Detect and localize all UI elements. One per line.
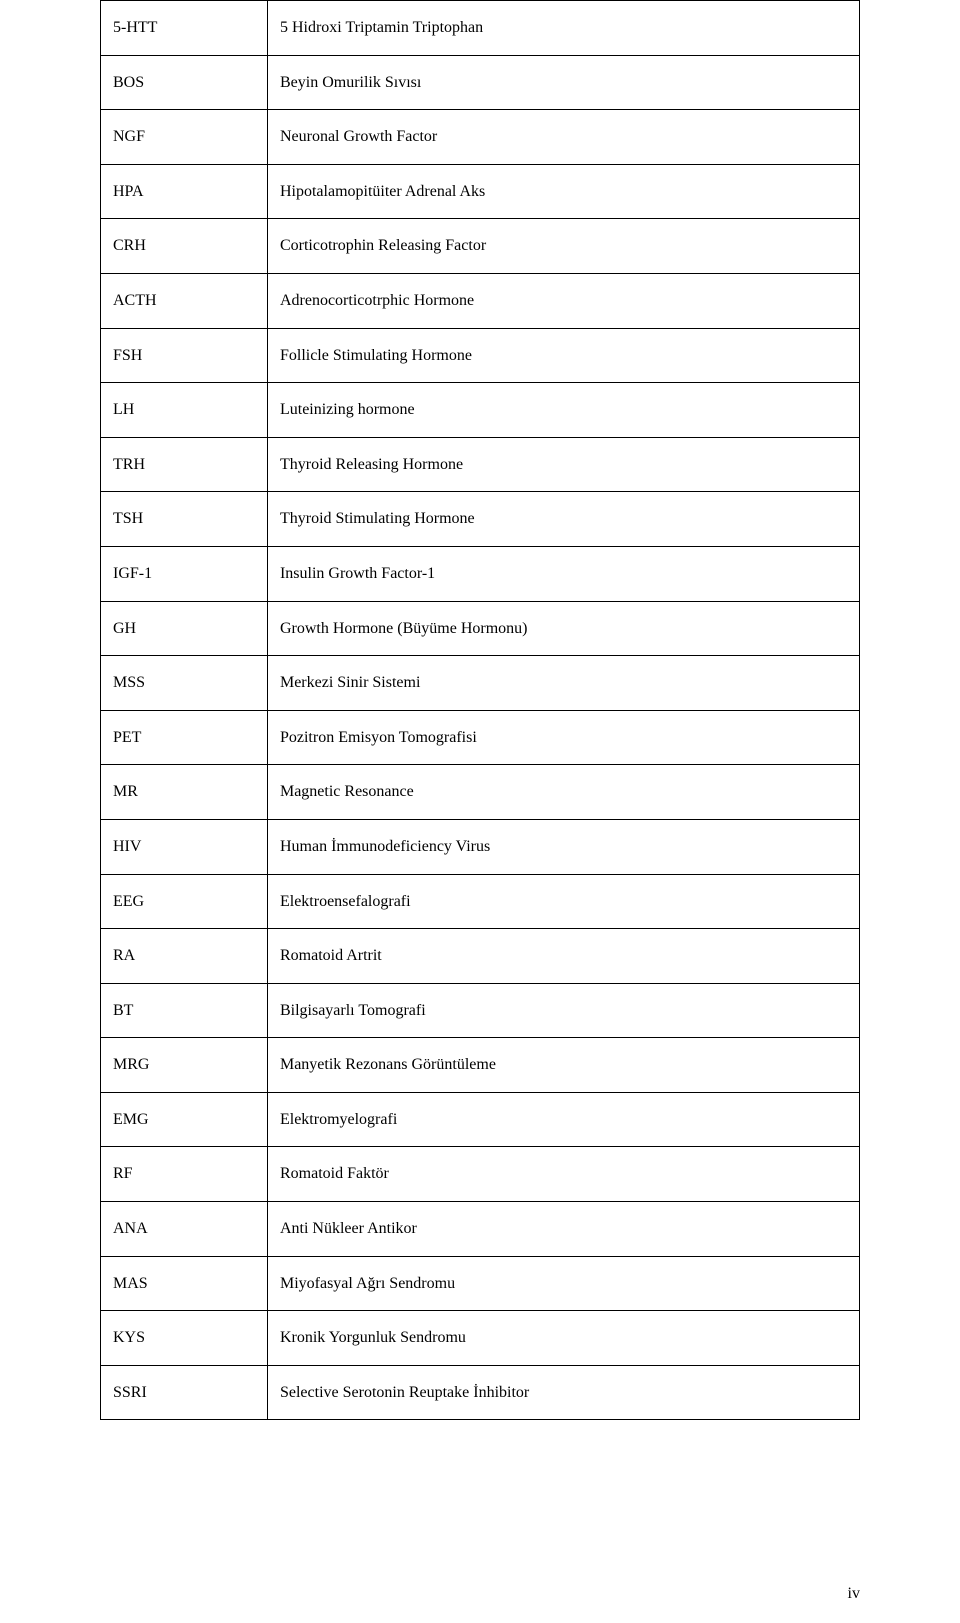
full-cell: Follicle Stimulating Hormone xyxy=(267,328,859,383)
abbr-cell: MR xyxy=(101,765,268,820)
abbr-cell: MSS xyxy=(101,656,268,711)
page-number: iv xyxy=(848,1585,860,1603)
full-cell: Thyroid Stimulating Hormone xyxy=(267,492,859,547)
table-row: HIV Human İmmunodeficiency Virus xyxy=(101,819,860,874)
full-cell: Miyofasyal Ağrı Sendromu xyxy=(267,1256,859,1311)
abbr-cell: NGF xyxy=(101,110,268,165)
full-cell: Hipotalamopitüiter Adrenal Aks xyxy=(267,164,859,219)
table-row: GH Growth Hormone (Büyüme Hormonu) xyxy=(101,601,860,656)
full-cell: Luteinizing hormone xyxy=(267,383,859,438)
full-cell: Neuronal Growth Factor xyxy=(267,110,859,165)
full-cell: Anti Nükleer Antikor xyxy=(267,1202,859,1257)
abbr-cell: CRH xyxy=(101,219,268,274)
abbr-cell: ANA xyxy=(101,1202,268,1257)
abbr-cell: GH xyxy=(101,601,268,656)
full-cell: Elektromyelografi xyxy=(267,1092,859,1147)
table-row: ANA Anti Nükleer Antikor xyxy=(101,1202,860,1257)
table-row: CRH Corticotrophin Releasing Factor xyxy=(101,219,860,274)
abbreviations-tbody: 5-HTT 5 Hidroxi Triptamin Triptophan BOS… xyxy=(101,1,860,1420)
abbr-cell: TRH xyxy=(101,437,268,492)
table-row: FSH Follicle Stimulating Hormone xyxy=(101,328,860,383)
full-cell: Manyetik Rezonans Görüntüleme xyxy=(267,1038,859,1093)
full-cell: Thyroid Releasing Hormone xyxy=(267,437,859,492)
full-cell: Selective Serotonin Reuptake İnhibitor xyxy=(267,1365,859,1420)
full-cell: Bilgisayarlı Tomografi xyxy=(267,983,859,1038)
full-cell: Corticotrophin Releasing Factor xyxy=(267,219,859,274)
abbr-cell: TSH xyxy=(101,492,268,547)
full-cell: Pozitron Emisyon Tomografisi xyxy=(267,710,859,765)
table-row: BT Bilgisayarlı Tomografi xyxy=(101,983,860,1038)
full-cell: Human İmmunodeficiency Virus xyxy=(267,819,859,874)
abbr-cell: MRG xyxy=(101,1038,268,1093)
table-row: KYS Kronik Yorgunluk Sendromu xyxy=(101,1311,860,1366)
table-row: TRH Thyroid Releasing Hormone xyxy=(101,437,860,492)
full-cell: 5 Hidroxi Triptamin Triptophan xyxy=(267,1,859,56)
abbreviations-table: 5-HTT 5 Hidroxi Triptamin Triptophan BOS… xyxy=(100,0,860,1420)
abbr-cell: FSH xyxy=(101,328,268,383)
abbr-cell: LH xyxy=(101,383,268,438)
full-cell: Magnetic Resonance xyxy=(267,765,859,820)
table-row: SSRI Selective Serotonin Reuptake İnhibi… xyxy=(101,1365,860,1420)
full-cell: Romatoid Faktör xyxy=(267,1147,859,1202)
table-row: EMG Elektromyelografi xyxy=(101,1092,860,1147)
abbr-cell: KYS xyxy=(101,1311,268,1366)
full-cell: Adrenocorticotrphic Hormone xyxy=(267,273,859,328)
table-row: IGF-1 Insulin Growth Factor-1 xyxy=(101,546,860,601)
table-row: EEG Elektroensefalografi xyxy=(101,874,860,929)
table-row: MAS Miyofasyal Ağrı Sendromu xyxy=(101,1256,860,1311)
abbr-cell: RF xyxy=(101,1147,268,1202)
table-row: BOS Beyin Omurilik Sıvısı xyxy=(101,55,860,110)
abbr-cell: EEG xyxy=(101,874,268,929)
table-row: MRG Manyetik Rezonans Görüntüleme xyxy=(101,1038,860,1093)
abbr-cell: ACTH xyxy=(101,273,268,328)
table-row: RF Romatoid Faktör xyxy=(101,1147,860,1202)
abbr-cell: HIV xyxy=(101,819,268,874)
table-row: MSS Merkezi Sinir Sistemi xyxy=(101,656,860,711)
table-row: MR Magnetic Resonance xyxy=(101,765,860,820)
page: 5-HTT 5 Hidroxi Triptamin Triptophan BOS… xyxy=(0,0,960,1623)
full-cell: Beyin Omurilik Sıvısı xyxy=(267,55,859,110)
abbr-cell: EMG xyxy=(101,1092,268,1147)
abbr-cell: BT xyxy=(101,983,268,1038)
table-row: NGF Neuronal Growth Factor xyxy=(101,110,860,165)
table-row: PET Pozitron Emisyon Tomografisi xyxy=(101,710,860,765)
abbr-cell: HPA xyxy=(101,164,268,219)
table-row: ACTH Adrenocorticotrphic Hormone xyxy=(101,273,860,328)
abbr-cell: SSRI xyxy=(101,1365,268,1420)
abbr-cell: 5-HTT xyxy=(101,1,268,56)
full-cell: Insulin Growth Factor-1 xyxy=(267,546,859,601)
full-cell: Growth Hormone (Büyüme Hormonu) xyxy=(267,601,859,656)
abbr-cell: RA xyxy=(101,929,268,984)
table-row: HPA Hipotalamopitüiter Adrenal Aks xyxy=(101,164,860,219)
full-cell: Romatoid Artrit xyxy=(267,929,859,984)
abbr-cell: IGF-1 xyxy=(101,546,268,601)
abbr-cell: BOS xyxy=(101,55,268,110)
table-row: LH Luteinizing hormone xyxy=(101,383,860,438)
table-row: TSH Thyroid Stimulating Hormone xyxy=(101,492,860,547)
full-cell: Elektroensefalografi xyxy=(267,874,859,929)
abbr-cell: PET xyxy=(101,710,268,765)
full-cell: Merkezi Sinir Sistemi xyxy=(267,656,859,711)
abbr-cell: MAS xyxy=(101,1256,268,1311)
table-row: RA Romatoid Artrit xyxy=(101,929,860,984)
full-cell: Kronik Yorgunluk Sendromu xyxy=(267,1311,859,1366)
table-row: 5-HTT 5 Hidroxi Triptamin Triptophan xyxy=(101,1,860,56)
